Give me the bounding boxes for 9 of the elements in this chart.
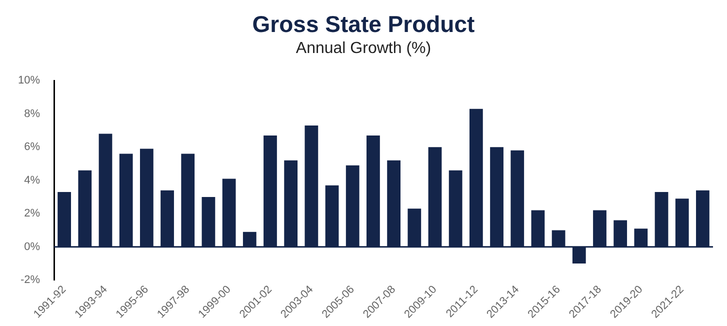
chart-title: Gross State Product <box>251 10 476 38</box>
y-tick-label: 10% <box>18 74 40 87</box>
y-tick-label: 4% <box>24 174 40 186</box>
y-tick-label: 2% <box>24 208 40 220</box>
chart-subtitle: Annual Growth (%) <box>294 39 432 59</box>
y-tick-label: 6% <box>24 141 40 154</box>
y-tick-label: 8% <box>24 108 40 120</box>
y-tick-label: -2% <box>20 274 40 286</box>
y-tick-label: 0% <box>24 240 40 253</box>
